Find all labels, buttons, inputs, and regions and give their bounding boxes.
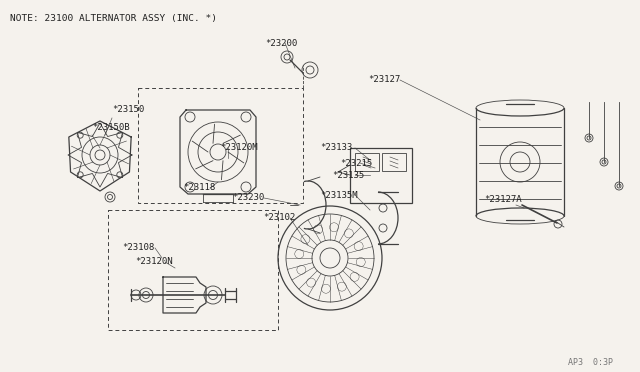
Text: *23215: *23215: [340, 158, 372, 167]
Bar: [382, 153, 406, 171]
Bar: [350, 148, 412, 203]
Text: NOTE: 23100 ALTERNATOR ASSY (INC. *): NOTE: 23100 ALTERNATOR ASSY (INC. *): [10, 14, 217, 23]
Text: *23200: *23200: [265, 38, 297, 48]
Text: *23120M: *23120M: [220, 144, 258, 153]
Text: *23150: *23150: [112, 106, 144, 115]
Text: *23127A: *23127A: [484, 196, 522, 205]
Text: *23102: *23102: [263, 214, 295, 222]
Text: *23135: *23135: [332, 170, 364, 180]
Text: AP3  0:3P: AP3 0:3P: [568, 358, 613, 367]
Text: *23150B: *23150B: [92, 122, 130, 131]
Text: *23120N: *23120N: [135, 257, 173, 266]
Text: *23230: *23230: [232, 193, 264, 202]
Text: *23127: *23127: [368, 76, 400, 84]
Text: *23133: *23133: [320, 144, 352, 153]
Text: *23118: *23118: [183, 183, 215, 192]
Text: *23135M: *23135M: [320, 190, 358, 199]
Text: *23108: *23108: [122, 244, 154, 253]
Bar: [355, 153, 379, 171]
